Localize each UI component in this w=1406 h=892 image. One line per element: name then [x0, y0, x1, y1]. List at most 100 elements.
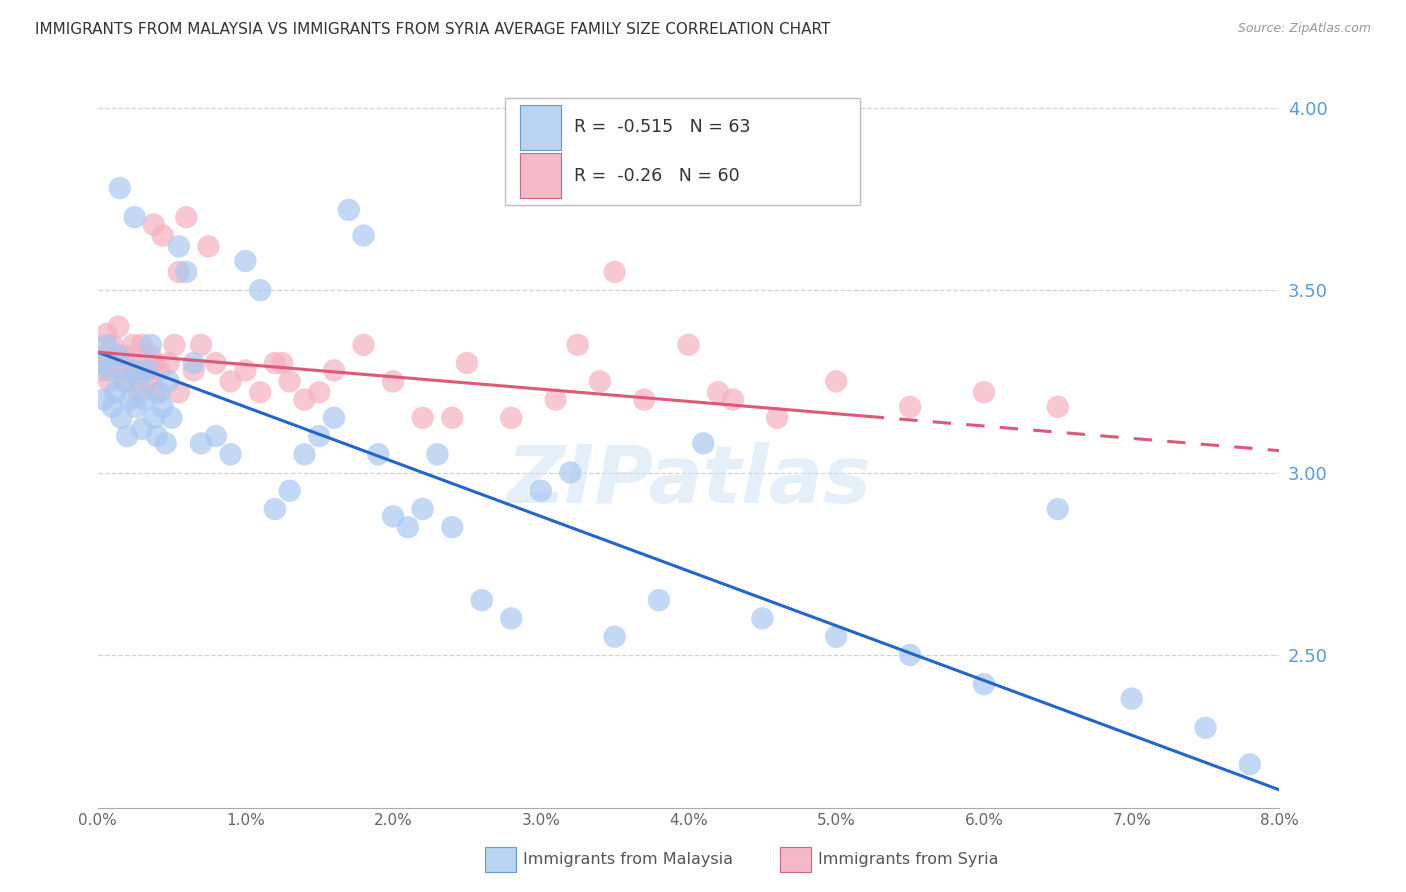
Point: [120, 392, 142, 407]
FancyBboxPatch shape: [505, 97, 860, 205]
Text: Source: ZipAtlas.com: Source: ZipAtlas.com: [1237, 22, 1371, 36]
Text: Immigrants from Malaysia: Immigrants from Malaysia: [523, 853, 733, 867]
Point: [183, 363, 205, 377]
Point: [149, 385, 172, 400]
Point: [125, 363, 148, 377]
Text: ZIPatlas: ZIPatlas: [506, 442, 872, 520]
Text: R =  -0.515   N = 63: R = -0.515 N = 63: [574, 119, 751, 136]
Point: [98, 375, 121, 389]
Point: [456, 356, 478, 370]
Point: [107, 349, 129, 363]
Text: Immigrants from Syria: Immigrants from Syria: [818, 853, 998, 867]
Point: [412, 410, 434, 425]
Point: [112, 349, 135, 363]
Point: [157, 356, 180, 370]
Point: [174, 211, 197, 225]
Point: [264, 356, 287, 370]
Point: [898, 400, 921, 414]
Point: [441, 520, 464, 534]
Point: [115, 429, 138, 443]
Point: [96, 338, 118, 352]
Point: [110, 363, 132, 377]
Point: [589, 375, 612, 389]
Point: [139, 349, 162, 363]
Point: [751, 611, 773, 625]
Point: [766, 410, 789, 425]
Point: [426, 447, 449, 461]
Point: [93, 349, 115, 363]
Point: [157, 375, 180, 389]
Point: [101, 400, 124, 414]
Point: [633, 392, 655, 407]
Point: [145, 385, 167, 400]
Point: [235, 254, 257, 268]
Point: [142, 410, 165, 425]
Point: [104, 356, 127, 370]
Point: [353, 228, 375, 243]
Point: [167, 239, 190, 253]
Point: [271, 356, 294, 370]
Point: [136, 363, 159, 377]
Point: [603, 265, 626, 279]
Point: [131, 338, 153, 352]
Point: [337, 202, 360, 217]
Point: [567, 338, 589, 352]
Point: [101, 338, 124, 352]
Point: [323, 363, 346, 377]
Point: [1121, 691, 1143, 706]
Point: [90, 363, 112, 377]
Point: [183, 356, 205, 370]
Point: [825, 375, 848, 389]
Text: R =  -0.26   N = 60: R = -0.26 N = 60: [574, 167, 740, 185]
Point: [249, 385, 271, 400]
Point: [115, 375, 138, 389]
Point: [441, 410, 464, 425]
Point: [122, 363, 145, 377]
Point: [96, 326, 118, 341]
Text: IMMIGRANTS FROM MALAYSIA VS IMMIGRANTS FROM SYRIA AVERAGE FAMILY SIZE CORRELATIO: IMMIGRANTS FROM MALAYSIA VS IMMIGRANTS F…: [35, 22, 831, 37]
Point: [530, 483, 553, 498]
Point: [122, 338, 145, 352]
Point: [93, 392, 115, 407]
Point: [603, 630, 626, 644]
FancyBboxPatch shape: [520, 105, 561, 150]
Point: [353, 338, 375, 352]
Point: [120, 356, 142, 370]
Point: [219, 447, 242, 461]
Point: [134, 392, 156, 407]
Point: [825, 630, 848, 644]
Point: [471, 593, 494, 607]
Point: [152, 228, 174, 243]
Point: [678, 338, 700, 352]
Point: [308, 385, 330, 400]
Point: [898, 648, 921, 662]
Point: [104, 385, 127, 400]
Point: [107, 319, 129, 334]
Point: [264, 502, 287, 516]
Point: [98, 363, 121, 377]
Point: [145, 429, 167, 443]
Point: [973, 385, 995, 400]
Point: [167, 265, 190, 279]
Point: [142, 218, 165, 232]
Point: [112, 375, 135, 389]
Point: [294, 447, 316, 461]
Point: [1239, 757, 1261, 772]
Point: [501, 611, 523, 625]
Point: [396, 520, 419, 534]
Point: [560, 466, 582, 480]
Point: [973, 677, 995, 691]
Point: [155, 436, 177, 450]
Point: [1046, 400, 1069, 414]
Point: [412, 502, 434, 516]
Point: [190, 436, 212, 450]
Point: [110, 410, 132, 425]
FancyBboxPatch shape: [520, 153, 561, 198]
Point: [648, 593, 671, 607]
Point: [235, 363, 257, 377]
Point: [163, 338, 186, 352]
Point: [308, 429, 330, 443]
Point: [323, 410, 346, 425]
Point: [197, 239, 219, 253]
Point: [382, 509, 405, 524]
